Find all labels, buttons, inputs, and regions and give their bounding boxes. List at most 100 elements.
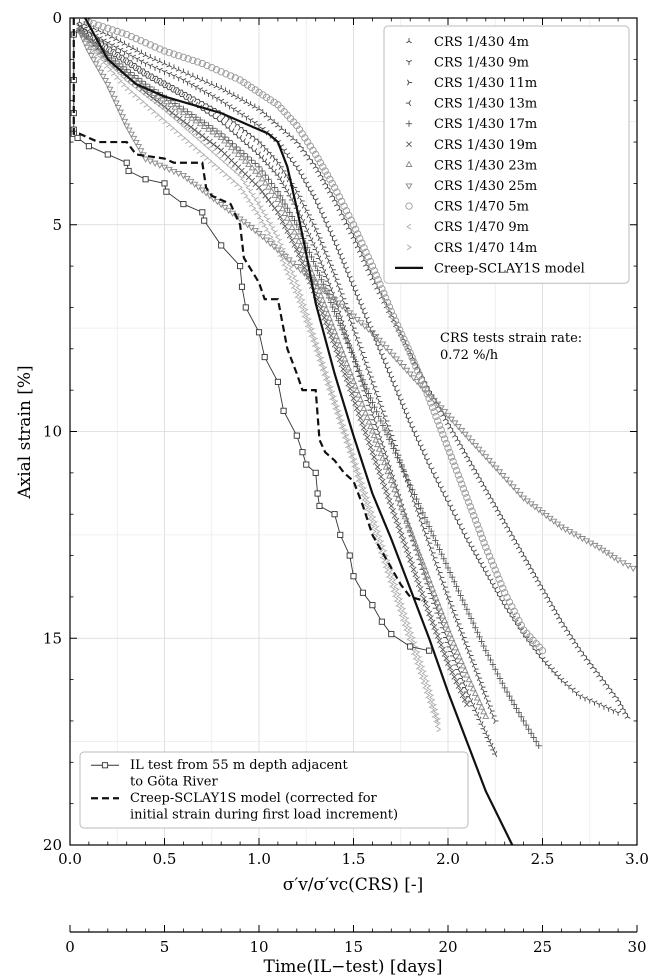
data-point — [348, 390, 355, 397]
data-point — [342, 429, 348, 436]
data-point — [470, 619, 477, 627]
data-point — [281, 148, 288, 154]
data-point — [429, 619, 436, 626]
data-point — [489, 661, 497, 668]
data-point — [463, 639, 469, 646]
data-point — [322, 273, 328, 280]
data-point — [183, 175, 191, 183]
data-point — [411, 540, 419, 547]
data-point — [316, 347, 322, 354]
data-point — [362, 248, 370, 256]
data-point — [442, 584, 448, 591]
data-point — [196, 120, 204, 127]
data-point — [499, 584, 507, 592]
data-point — [395, 522, 402, 529]
data-point — [336, 341, 344, 348]
data-point — [487, 557, 496, 565]
data-point — [123, 77, 129, 83]
data-point — [376, 280, 384, 288]
data-point — [433, 708, 439, 715]
data-point — [328, 385, 334, 392]
data-point — [193, 84, 199, 91]
data-point — [170, 168, 178, 176]
data-point — [464, 498, 473, 506]
data-point — [299, 197, 305, 204]
data-point — [234, 181, 240, 188]
data-point — [391, 578, 397, 585]
data-point — [244, 81, 252, 89]
data-point — [161, 69, 168, 75]
data-point — [435, 564, 441, 571]
data-point — [478, 534, 487, 542]
data-point — [428, 527, 435, 535]
data-point — [288, 266, 294, 272]
legend-label: IL test from 55 m depth adjacent — [130, 758, 349, 773]
data-point — [427, 540, 433, 547]
data-point — [165, 106, 172, 113]
data-point — [209, 128, 217, 135]
data-point — [201, 89, 208, 95]
data-point — [110, 70, 116, 77]
data-point — [412, 362, 420, 371]
data-point — [218, 118, 224, 125]
data-point — [522, 556, 529, 562]
data-point — [466, 503, 474, 511]
data-point — [398, 610, 404, 617]
data-point — [393, 517, 400, 524]
data-point — [485, 698, 491, 705]
secondary-tick-label: 25 — [533, 938, 552, 956]
data-point — [93, 44, 101, 51]
data-point — [214, 152, 220, 159]
data-point — [104, 24, 112, 32]
data-point — [236, 216, 244, 223]
model-corrected-line — [72, 18, 426, 603]
data-point — [478, 638, 485, 645]
series-0 — [76, 18, 631, 719]
data-point — [466, 648, 472, 655]
data-point — [452, 611, 459, 618]
data-point — [194, 184, 203, 191]
data-point — [281, 260, 287, 267]
data-point — [493, 570, 501, 579]
data-point — [448, 648, 454, 655]
data-point — [324, 379, 330, 386]
data-point — [501, 589, 509, 597]
data-point — [439, 612, 447, 619]
il-test-point — [299, 449, 306, 456]
legend-label: Creep-SCLAY1S model — [434, 261, 585, 276]
data-point — [374, 463, 381, 470]
data-point — [434, 721, 440, 728]
legend-label: initial strain during first load increme… — [130, 807, 398, 822]
data-point — [199, 139, 205, 145]
data-point — [121, 118, 129, 126]
data-point — [150, 108, 156, 115]
data-point — [339, 350, 347, 357]
data-point — [130, 45, 136, 51]
data-point — [198, 187, 206, 194]
data-point — [147, 105, 153, 112]
data-point — [151, 160, 159, 167]
y-tick-label: 15 — [43, 629, 62, 647]
data-point — [268, 234, 274, 241]
x-tick-label: 1.5 — [342, 850, 366, 868]
data-point — [501, 684, 508, 692]
data-point — [175, 52, 183, 60]
data-point — [414, 367, 422, 375]
data-point — [489, 708, 495, 715]
data-point — [315, 230, 321, 237]
legend-marker — [406, 141, 412, 148]
data-point — [290, 135, 297, 141]
data-point — [432, 412, 440, 421]
legend-entry: CRS 1/430 23m — [405, 158, 537, 173]
legend-entry: CRS 1/430 17m — [405, 117, 537, 132]
data-point — [321, 269, 327, 276]
data-point — [436, 546, 443, 553]
data-point — [415, 663, 421, 670]
il-test-point — [104, 151, 111, 158]
data-point — [465, 610, 473, 618]
data-point — [284, 205, 291, 212]
data-point — [179, 53, 188, 61]
data-point — [554, 521, 562, 528]
data-point — [114, 74, 120, 80]
data-point — [418, 660, 424, 667]
